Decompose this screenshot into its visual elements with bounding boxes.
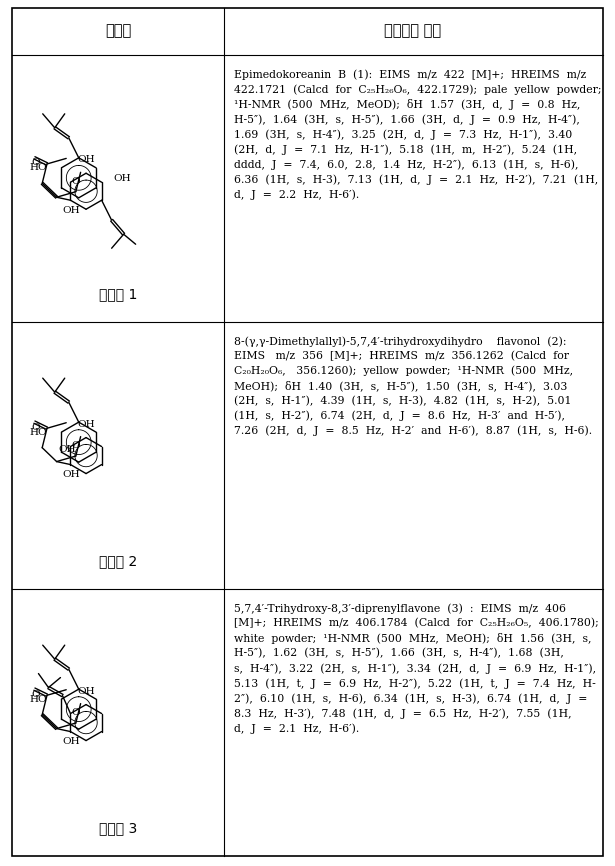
Text: OH: OH	[114, 174, 131, 183]
Text: OH: OH	[77, 155, 95, 165]
Text: HO: HO	[30, 164, 47, 172]
Text: 화합물: 화합물	[105, 23, 131, 38]
Text: OH: OH	[77, 419, 95, 429]
Text: O: O	[31, 423, 40, 431]
Text: OH: OH	[62, 206, 79, 215]
Text: 화합물 2: 화합물 2	[99, 554, 137, 568]
Text: O: O	[31, 158, 40, 167]
Text: O: O	[71, 708, 80, 717]
Text: O: O	[71, 177, 80, 185]
Text: HO: HO	[30, 695, 47, 704]
Text: OH: OH	[58, 445, 76, 454]
Text: O: O	[31, 689, 40, 699]
Text: 화합물 3: 화합물 3	[99, 821, 137, 835]
Text: 8-(γ,γ-Dimethylallyl)-5,7,4′-trihydroxydihydro    flavonol  (2):
EIMS   m/z  356: 8-(γ,γ-Dimethylallyl)-5,7,4′-trihydroxyd…	[234, 336, 592, 436]
Text: OH: OH	[62, 470, 79, 479]
Text: 분광학적 자료: 분광학적 자료	[384, 23, 442, 38]
Text: OH: OH	[77, 687, 95, 695]
Text: 5,7,4′-Trihydroxy-8,3′-diprenylflavone  (3)  :  EIMS  m/z  406
[M]+;  HREIMS  m/: 5,7,4′-Trihydroxy-8,3′-diprenylflavone (…	[234, 603, 599, 734]
Text: OH: OH	[62, 737, 79, 746]
Text: Epimedokoreanin  B  (1):  EIMS  m/z  422  [M]+;  HREIMS  m/z
422.1721  (Calcd  f: Epimedokoreanin B (1): EIMS m/z 422 [M]+…	[234, 69, 601, 200]
Text: O: O	[71, 441, 80, 450]
Text: 화합물 1: 화합물 1	[99, 287, 137, 301]
Text: HO: HO	[30, 428, 47, 436]
